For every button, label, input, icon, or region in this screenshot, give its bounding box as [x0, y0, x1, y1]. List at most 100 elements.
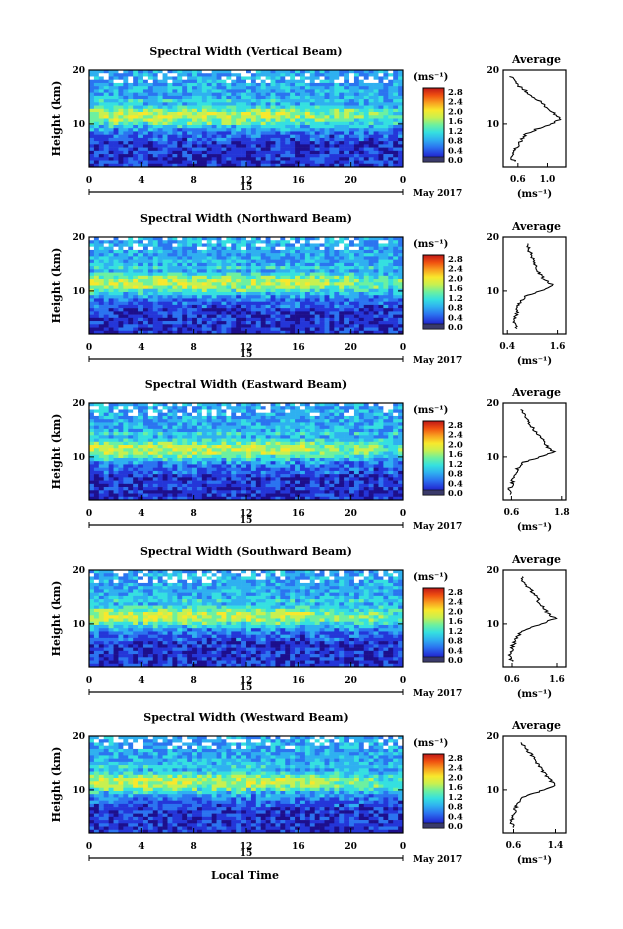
heatmap-cell — [334, 291, 340, 296]
heatmap-cell — [373, 105, 379, 110]
heatmap-cell — [275, 73, 281, 77]
heatmap-cell — [329, 144, 335, 148]
heatmap-cell — [142, 163, 149, 168]
heatmap-cell — [123, 314, 129, 319]
heatmap-cell — [358, 131, 365, 135]
heatmap-cell — [172, 86, 178, 90]
heatmap-cell — [192, 291, 198, 296]
heatmap-cell — [295, 311, 301, 315]
heatmap-cell — [138, 115, 144, 119]
heatmap-cell — [196, 314, 203, 319]
heatmap-cell — [226, 131, 232, 135]
heatmap-cell — [182, 314, 188, 319]
heatmap-cell — [231, 237, 237, 241]
heatmap-cell — [152, 412, 158, 417]
heatmap-cell — [324, 406, 330, 410]
x-tick-label: 20 — [344, 176, 357, 186]
heatmap-cell — [398, 118, 404, 123]
heatmap-cell — [329, 89, 335, 93]
heatmap-cell — [177, 102, 183, 106]
heatmap-cell — [167, 150, 173, 155]
heatmap-cell — [358, 262, 365, 267]
heatmap-cell — [344, 298, 350, 302]
heatmap-cell — [368, 134, 374, 139]
heatmap-cell — [246, 243, 252, 247]
heatmap-cell — [383, 262, 389, 267]
heatmap-cell — [314, 445, 320, 449]
heatmap-cell — [89, 134, 95, 139]
heatmap-cell — [152, 105, 158, 110]
heatmap-cell — [334, 425, 340, 430]
heatmap-cell — [353, 324, 360, 328]
heatmap-cell — [255, 285, 262, 290]
heatmap-cell — [314, 147, 320, 152]
heatmap-cell — [128, 425, 134, 430]
heatmap-cell — [226, 301, 232, 306]
heatmap-cell — [250, 409, 257, 413]
heatmap-cell — [290, 448, 296, 452]
heatmap-cell — [373, 92, 379, 97]
heatmap-cell — [147, 321, 154, 325]
heatmap-cell — [128, 124, 134, 129]
heatmap-cell — [236, 285, 242, 290]
heatmap-cell — [290, 73, 296, 77]
heatmap-cell — [241, 412, 247, 417]
heatmap-cell — [123, 317, 129, 322]
heatmap-cell — [152, 419, 158, 423]
heatmap-cell — [142, 330, 149, 335]
heatmap-cell — [192, 311, 198, 315]
heatmap-cell — [196, 105, 203, 110]
heatmap-cell — [201, 275, 208, 280]
heatmap-cell — [290, 291, 296, 296]
heatmap-cell — [260, 445, 266, 449]
heatmap-cell — [373, 121, 379, 126]
heatmap-cell — [285, 428, 291, 433]
heatmap-cell — [93, 445, 100, 449]
heatmap-cell — [319, 321, 325, 325]
heatmap-cell — [162, 275, 168, 280]
heatmap-cell — [304, 288, 311, 293]
heatmap-cell — [260, 327, 266, 332]
heatmap-cell — [334, 422, 340, 426]
heatmap-cell — [275, 324, 281, 328]
heatmap-cell — [147, 330, 154, 335]
heatmap-cell — [255, 147, 262, 152]
heatmap-cell — [196, 272, 203, 277]
heatmap-cell — [192, 403, 198, 407]
heatmap-cell — [368, 141, 374, 145]
heatmap-cell — [103, 128, 109, 132]
heatmap-cell — [383, 154, 389, 158]
heatmap-cell — [349, 327, 355, 332]
heatmap-cell — [236, 451, 242, 456]
heatmap-cell — [157, 406, 163, 410]
heatmap-cell — [206, 403, 212, 407]
heatmap-cell — [98, 99, 105, 103]
heatmap-cell — [138, 246, 144, 251]
heatmap-cell — [118, 137, 124, 142]
heatmap-cell — [255, 272, 262, 277]
heatmap-cell — [304, 262, 311, 267]
heatmap-cell — [241, 92, 247, 97]
heatmap-cell — [265, 438, 271, 443]
heatmap-cell — [290, 95, 296, 100]
heatmap-cell — [299, 253, 306, 257]
heatmap-cell — [241, 441, 247, 446]
heatmap-cell — [98, 134, 105, 139]
heatmap-cell — [285, 144, 291, 148]
heatmap-cell — [324, 279, 330, 283]
heatmap-cell — [98, 412, 105, 417]
heatmap-cell — [147, 160, 154, 165]
heatmap-cell — [368, 147, 374, 152]
heatmap-cell — [89, 108, 95, 113]
heatmap-cell — [236, 243, 242, 247]
heatmap-cell — [255, 157, 262, 161]
heatmap-cell — [265, 279, 271, 283]
heatmap-cell — [270, 86, 276, 90]
heatmap-cell — [201, 256, 208, 260]
heatmap-cell — [334, 112, 340, 116]
x-tick-label: 4 — [138, 176, 144, 186]
heatmap-cell — [221, 269, 227, 273]
heatmap-cell — [113, 141, 119, 145]
heatmap-cell — [304, 249, 311, 254]
heatmap-cell — [211, 285, 217, 290]
